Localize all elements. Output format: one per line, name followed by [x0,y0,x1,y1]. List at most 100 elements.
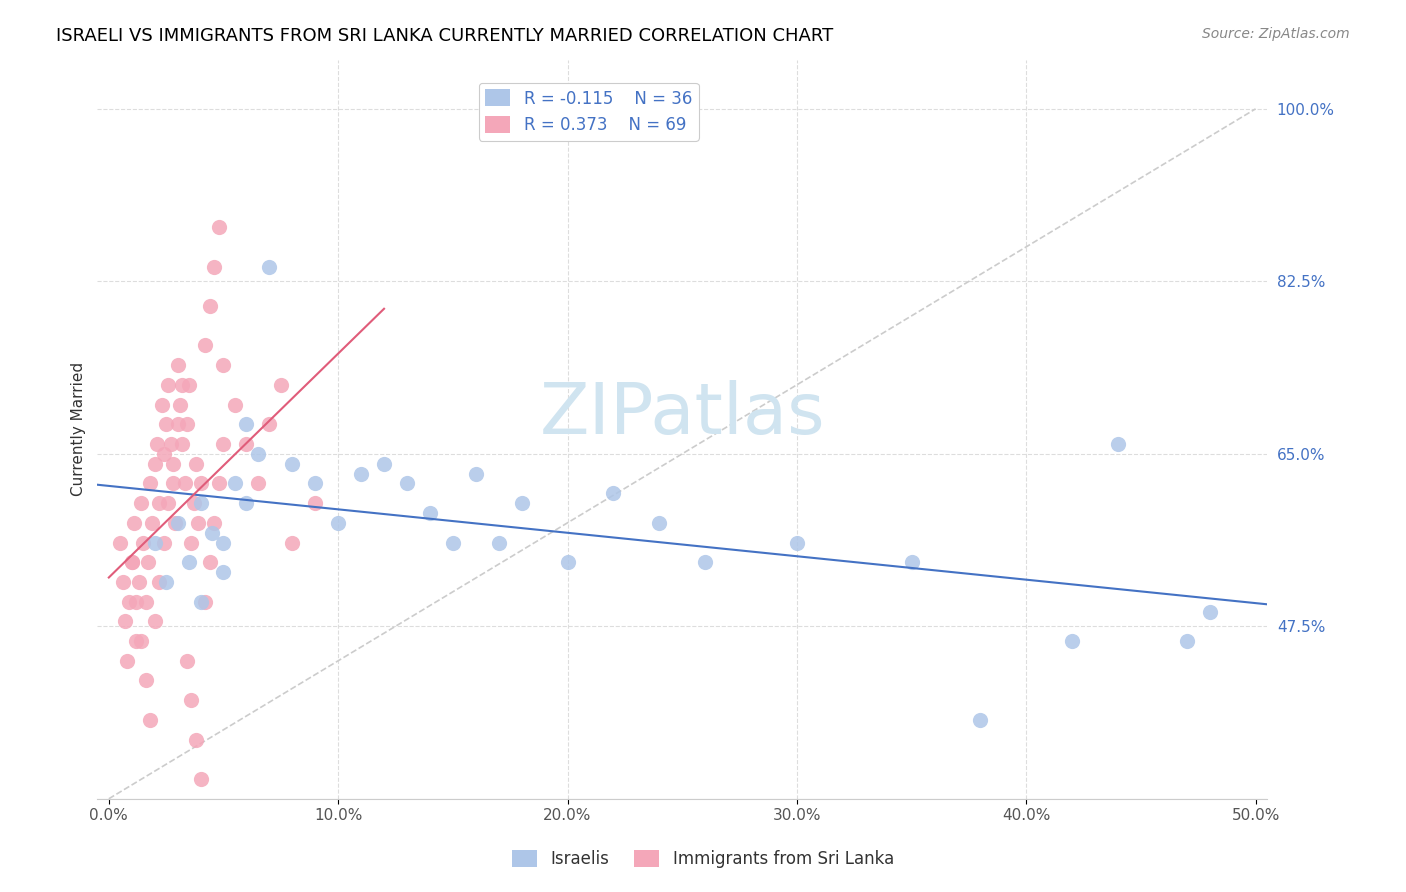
Point [139,476,162,491]
Point [157,377,180,392]
Point [304,476,326,491]
Text: ISRAELI VS IMMIGRANTS FROM SRI LANKA CURRENTLY MARRIED CORRELATION CHART: ISRAELI VS IMMIGRANTS FROM SRI LANKA CUR… [56,27,834,45]
Point [150,398,173,412]
Point [115,654,138,668]
Point [125,634,148,648]
Point [118,594,141,608]
Point [1062,634,1084,648]
Point [129,496,152,510]
Point [190,594,212,608]
Point [153,447,176,461]
Point [143,535,166,549]
Point [557,555,579,569]
Text: Source: ZipAtlas.com: Source: ZipAtlas.com [1202,27,1350,41]
Point [139,713,162,727]
Point [488,535,510,549]
Point [125,594,148,608]
Point [208,476,231,491]
Point [328,516,350,530]
Point [419,506,441,520]
Point [464,467,486,481]
Point [190,496,212,510]
Y-axis label: Currently Married: Currently Married [72,362,86,496]
Point [143,457,166,471]
Point [134,594,156,608]
Point [176,654,198,668]
Point [180,535,202,549]
Legend: R = -0.115    N = 36, R = 0.373    N = 69: R = -0.115 N = 36, R = 0.373 N = 69 [478,83,699,141]
Point [155,417,177,432]
Point [169,398,191,412]
Point [148,496,170,510]
Point [111,574,134,589]
Point [134,673,156,688]
Point [166,417,188,432]
Point [162,457,184,471]
Point [441,535,464,549]
Point [176,417,198,432]
Point [212,535,235,549]
Point [121,555,143,569]
Point [184,457,207,471]
Point [202,516,225,530]
Point [159,437,181,451]
Point [281,457,304,471]
Point [141,516,163,530]
Point [122,516,145,530]
Point [235,437,257,451]
Point [198,555,221,569]
Point [246,476,269,491]
Point [235,496,257,510]
Point [183,496,205,510]
Point [128,574,150,589]
Point [202,260,225,274]
Point [224,398,246,412]
Point [201,525,224,540]
Point [143,615,166,629]
Point [180,693,202,707]
Point [1175,634,1198,648]
Legend: Israelis, Immigrants from Sri Lanka: Israelis, Immigrants from Sri Lanka [505,843,901,875]
Point [1107,437,1129,451]
Point [208,220,231,235]
Point [270,377,292,392]
Point [136,555,159,569]
Point [190,476,212,491]
Point [602,486,624,500]
Point [786,535,808,549]
Point [157,496,180,510]
Point [212,565,235,579]
Point [172,377,194,392]
Point [155,574,177,589]
Point [246,447,269,461]
Point [166,516,188,530]
Point [110,535,132,549]
Point [184,732,207,747]
Point [212,358,235,372]
Point [173,476,195,491]
Point [900,555,922,569]
Point [304,496,326,510]
Point [373,457,395,471]
Point [212,437,235,451]
Point [166,358,188,372]
Point [1198,605,1220,619]
Point [148,574,170,589]
Point [695,555,717,569]
Point [194,338,217,352]
Point [235,417,257,432]
Point [172,437,194,451]
Point [350,467,373,481]
Point [969,713,991,727]
Point [194,594,217,608]
Point [190,772,212,786]
Point [198,299,221,313]
Point [177,555,200,569]
Point [259,260,281,274]
Point [153,535,176,549]
Point [281,535,304,549]
Point [177,377,200,392]
Point [132,535,155,549]
Point [146,437,169,451]
Point [187,516,209,530]
